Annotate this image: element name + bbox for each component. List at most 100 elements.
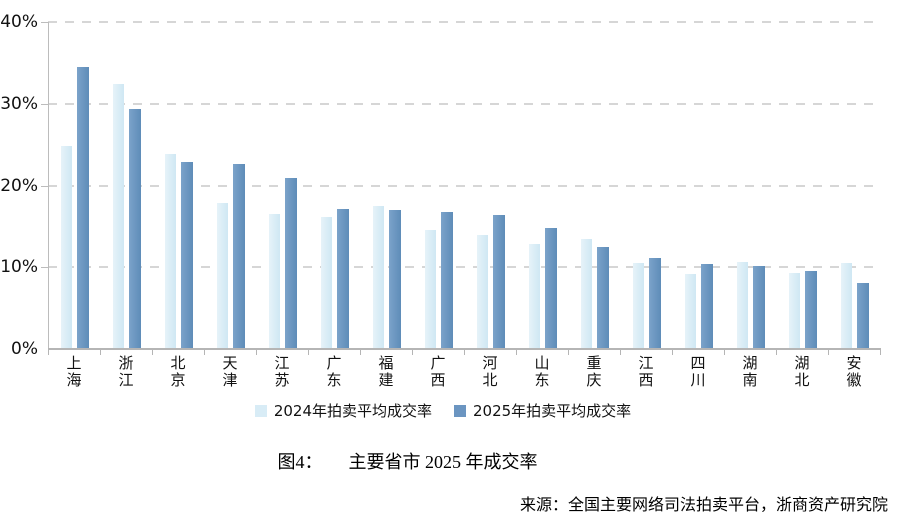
x-axis-tick: [776, 350, 777, 355]
bar-group-广东: [308, 22, 360, 349]
y-axis-label-10: 10%: [0, 257, 38, 278]
bar-group-江苏: [256, 22, 308, 349]
gridline-30: [48, 102, 880, 105]
x-axis-tick: [48, 350, 49, 355]
x-axis-tick: [828, 350, 829, 355]
caption-text: 主要省市 2025 年成交率: [348, 452, 538, 472]
legend-label: 2024年拍卖平均成交率: [273, 402, 432, 420]
bar-group-浙江: [100, 22, 152, 349]
bar-group-福建: [360, 22, 412, 349]
x-axis-label-湖南: 湖南: [742, 356, 758, 389]
legend-item-2025: 2025年拍卖平均成交率: [454, 400, 631, 421]
x-axis-tick: [204, 350, 205, 355]
x-axis-label-天津: 天津: [222, 356, 238, 389]
x-axis-tick: [880, 350, 881, 355]
bar-2025-江西[interactable]: [649, 258, 661, 349]
bar-2024-福建[interactable]: [373, 205, 384, 349]
bar-2024-安徽[interactable]: [841, 263, 852, 349]
x-axis-label-上海: 上海: [66, 356, 82, 389]
x-axis-label-安徽: 安徽: [846, 356, 862, 389]
source-note: 来源：全国主要网络司法拍卖平台，浙商资产研究院: [519, 497, 888, 514]
y-axis-label-0: 0%: [11, 339, 38, 359]
x-axis-tick: [256, 350, 257, 355]
bar-group-上海: [48, 22, 100, 349]
x-axis-labels: 上海 浙江 北京 天津 江苏 广东 福建 广西 河北 山东 重庆 江西 四川 湖南 湖北 安徽: [48, 356, 880, 396]
x-axis-label-山东: 山东: [534, 356, 550, 389]
x-axis-label-广东: 广东: [326, 356, 342, 389]
x-axis-label-湖北: 湖北: [794, 356, 810, 389]
chart-caption: 图4： 主要省市 2025 年成交率: [0, 448, 815, 474]
x-axis-label-福建: 福建: [378, 356, 394, 389]
bar-2025-天津[interactable]: [233, 164, 245, 349]
x-axis-label-四川: 四川: [690, 356, 706, 389]
gridline-20: [48, 184, 880, 187]
bar-group-河北: [464, 22, 516, 349]
bar-2025-湖北[interactable]: [805, 271, 817, 349]
bar-2025-山东[interactable]: [545, 228, 557, 349]
x-axis-label-广西: 广西: [430, 356, 446, 389]
bar-group-天津: [204, 22, 256, 349]
bar-group-湖北: [776, 22, 828, 349]
bar-2025-四川[interactable]: [701, 263, 713, 349]
x-axis-label-河北: 河北: [482, 356, 498, 389]
bar-2024-四川[interactable]: [685, 273, 696, 349]
x-axis-line: [48, 348, 881, 350]
bar-2025-重庆[interactable]: [597, 246, 609, 349]
bar-group-北京: [152, 22, 204, 349]
legend: 2024年拍卖平均成交率 2025年拍卖平均成交率: [0, 400, 886, 421]
x-axis-tick: [464, 350, 465, 355]
bar-2024-北京[interactable]: [165, 154, 176, 349]
bar-2024-浙江[interactable]: [113, 84, 124, 349]
bar-2024-江西[interactable]: [633, 263, 644, 349]
x-axis-tick: [308, 350, 309, 355]
bar-2024-山东[interactable]: [529, 243, 540, 349]
bar-2024-湖南[interactable]: [737, 262, 748, 349]
y-axis-tick: [41, 22, 48, 23]
bar-2025-河北[interactable]: [493, 214, 505, 349]
x-axis-label-江西: 江西: [638, 356, 654, 389]
bar-2024-广西[interactable]: [425, 229, 436, 349]
plot-area: [48, 21, 880, 349]
bar-2025-浙江[interactable]: [129, 109, 141, 349]
bar-2025-安徽[interactable]: [857, 282, 869, 349]
bar-2024-广东[interactable]: [321, 216, 332, 349]
x-axis-label-江苏: 江苏: [274, 356, 290, 389]
bar-2024-江苏[interactable]: [269, 214, 280, 349]
y-axis-line: [48, 22, 49, 349]
bar-2024-湖北[interactable]: [789, 272, 800, 349]
bar-2025-湖南[interactable]: [753, 266, 765, 349]
y-axis-tick: [41, 185, 48, 187]
y-axis-tick: [41, 103, 48, 105]
bar-group-山东: [516, 22, 568, 349]
bar-group-四川: [672, 22, 724, 349]
y-axis-label-20: 20%: [0, 175, 38, 196]
bar-2025-上海[interactable]: [77, 66, 89, 349]
y-axis-tick: [41, 267, 48, 269]
y-axis-label-30: 30%: [0, 93, 38, 114]
y-axis-label-40: 40%: [0, 12, 38, 32]
x-axis-tick: [412, 350, 413, 355]
x-axis-label-北京: 北京: [170, 356, 186, 389]
bar-2025-广东[interactable]: [337, 209, 349, 349]
legend-swatch-icon: [454, 404, 466, 417]
bar-2025-北京[interactable]: [181, 161, 193, 349]
bar-2024-天津[interactable]: [217, 202, 228, 349]
x-axis-tick: [360, 350, 361, 355]
bar-2024-上海[interactable]: [61, 146, 72, 349]
x-axis-tick: [568, 350, 569, 355]
gridline-10: [48, 266, 880, 269]
x-axis-tick: [152, 350, 153, 355]
bar-2025-福建[interactable]: [389, 210, 401, 349]
x-axis-tick: [672, 350, 673, 355]
x-axis-tick: [620, 350, 621, 355]
bar-group-安徽: [828, 22, 880, 349]
bar-2025-江苏[interactable]: [285, 178, 297, 349]
caption-label: 图4：: [277, 452, 323, 472]
bar-2024-河北[interactable]: [477, 235, 488, 349]
x-axis-label-浙江: 浙江: [118, 356, 134, 389]
x-axis-label-重庆: 重庆: [586, 356, 602, 389]
bar-2025-广西[interactable]: [441, 212, 453, 349]
bar-2024-重庆[interactable]: [581, 238, 592, 349]
bar-group-湖南: [724, 22, 776, 349]
